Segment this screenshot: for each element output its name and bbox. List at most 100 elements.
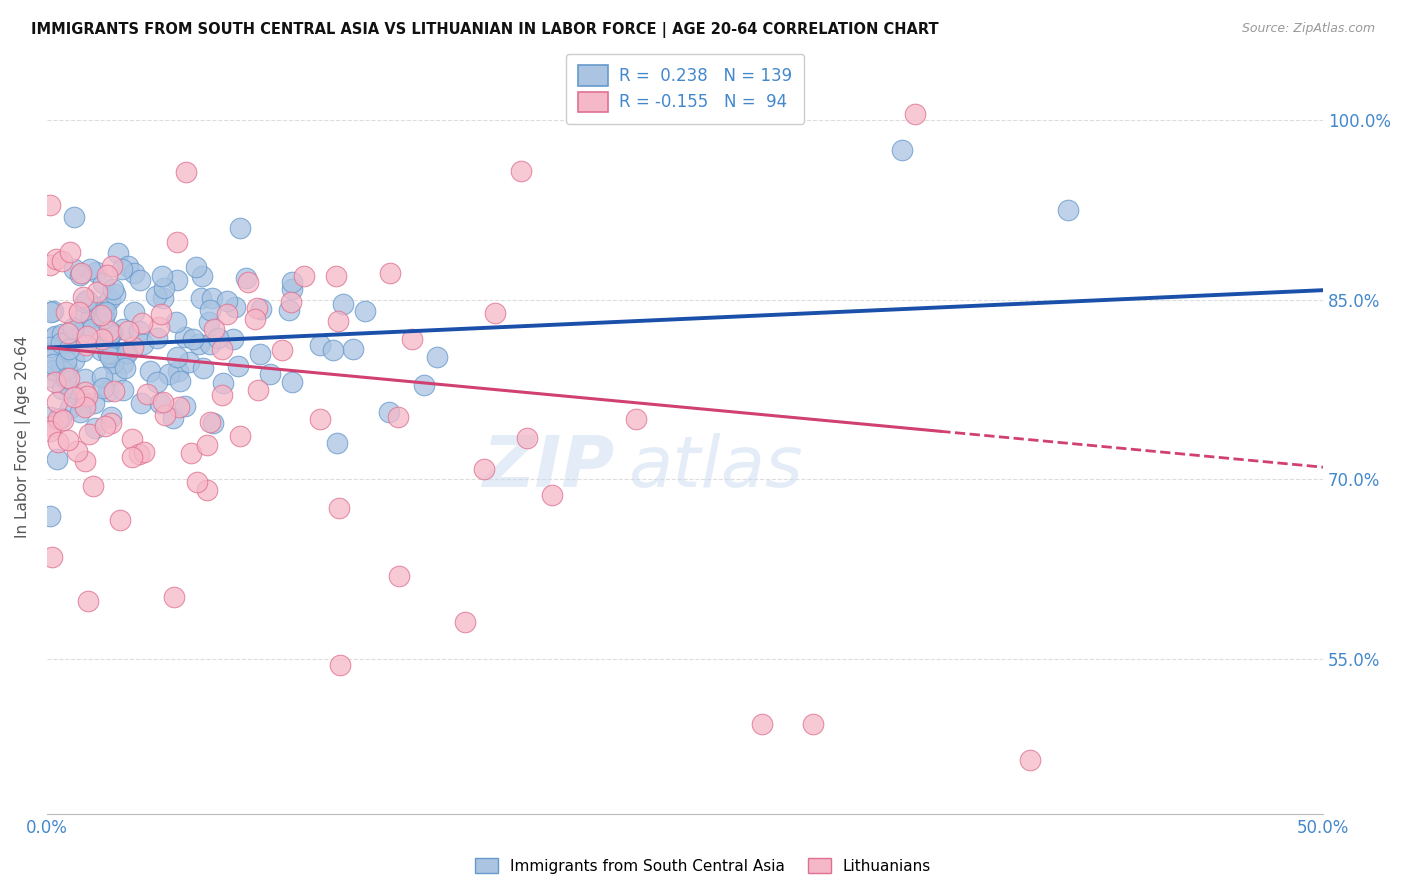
Point: [128, 324, 150, 338]
Point: [195, 483, 218, 497]
Point: [77, 427, 100, 442]
Point: [103, 384, 125, 398]
Point: [207, 331, 229, 345]
Point: [259, 368, 281, 382]
Point: [75, 338, 97, 352]
Point: [224, 300, 246, 314]
Point: [329, 657, 352, 672]
Point: [180, 446, 202, 460]
Point: [236, 275, 259, 289]
Point: [73, 400, 96, 414]
Point: [117, 259, 139, 273]
Point: [98, 324, 121, 338]
Point: [146, 331, 169, 345]
Point: [176, 165, 198, 179]
Point: [235, 271, 257, 285]
Point: [413, 378, 436, 392]
Point: [38, 424, 60, 438]
Point: [96, 268, 118, 282]
Point: [122, 340, 145, 354]
Point: [332, 296, 354, 310]
Point: [157, 367, 180, 381]
Point: [49, 411, 72, 425]
Point: [83, 396, 105, 410]
Point: [38, 259, 60, 273]
Point: [52, 413, 75, 427]
Point: [186, 475, 208, 490]
Point: [63, 390, 86, 404]
Point: [111, 356, 134, 370]
Point: [41, 418, 63, 433]
Point: [121, 450, 143, 465]
Point: [167, 364, 190, 378]
Point: [271, 343, 294, 357]
Point: [103, 356, 125, 370]
Point: [75, 397, 97, 411]
Point: [249, 346, 271, 360]
Point: [97, 331, 120, 345]
Point: [73, 294, 96, 309]
Point: [44, 376, 66, 390]
Point: [107, 246, 129, 260]
Point: [226, 359, 249, 373]
Point: [166, 273, 188, 287]
Point: [150, 307, 173, 321]
Y-axis label: In Labor Force | Age 20-64: In Labor Force | Age 20-64: [15, 336, 31, 539]
Point: [38, 197, 60, 211]
Point: [132, 444, 155, 458]
Point: [90, 311, 112, 326]
Point: [38, 340, 60, 354]
Point: [292, 268, 315, 283]
Point: [46, 411, 69, 425]
Point: [165, 315, 187, 329]
Point: [150, 268, 173, 283]
Point: [84, 265, 107, 279]
Point: [326, 314, 349, 328]
Point: [70, 266, 93, 280]
Point: [128, 447, 150, 461]
Point: [114, 361, 136, 376]
Point: [60, 384, 83, 399]
Point: [277, 303, 299, 318]
Point: [190, 291, 212, 305]
Point: [145, 376, 167, 390]
Point: [97, 384, 120, 398]
Point: [322, 343, 344, 358]
Point: [59, 401, 82, 416]
Point: [90, 370, 112, 384]
Point: [152, 395, 174, 409]
Point: [149, 396, 172, 410]
Point: [177, 355, 200, 369]
Point: [342, 342, 364, 356]
Point: [46, 434, 69, 449]
Point: [388, 569, 411, 583]
Point: [215, 307, 238, 321]
Point: [104, 368, 127, 382]
Point: [751, 717, 773, 731]
Point: [93, 311, 115, 326]
Point: [45, 252, 67, 266]
Point: [222, 332, 245, 346]
Point: [309, 412, 332, 426]
Point: [167, 400, 190, 414]
Point: [426, 350, 449, 364]
Point: [202, 322, 225, 336]
Point: [211, 376, 233, 390]
Point: [198, 302, 221, 317]
Point: [163, 590, 186, 604]
Point: [115, 346, 138, 360]
Point: [148, 319, 170, 334]
Point: [198, 415, 221, 429]
Point: [91, 381, 114, 395]
Point: [191, 361, 214, 376]
Point: [326, 436, 349, 450]
Point: [472, 462, 495, 476]
Point: [76, 389, 98, 403]
Point: [63, 352, 86, 367]
Text: IMMIGRANTS FROM SOUTH CENTRAL ASIA VS LITHUANIAN IN LABOR FORCE | AGE 20-64 CORR: IMMIGRANTS FROM SOUTH CENTRAL ASIA VS LI…: [31, 22, 939, 38]
Point: [42, 351, 65, 366]
Point: [174, 400, 197, 414]
Point: [121, 432, 143, 446]
Text: atlas: atlas: [627, 433, 803, 502]
Point: [55, 304, 77, 318]
